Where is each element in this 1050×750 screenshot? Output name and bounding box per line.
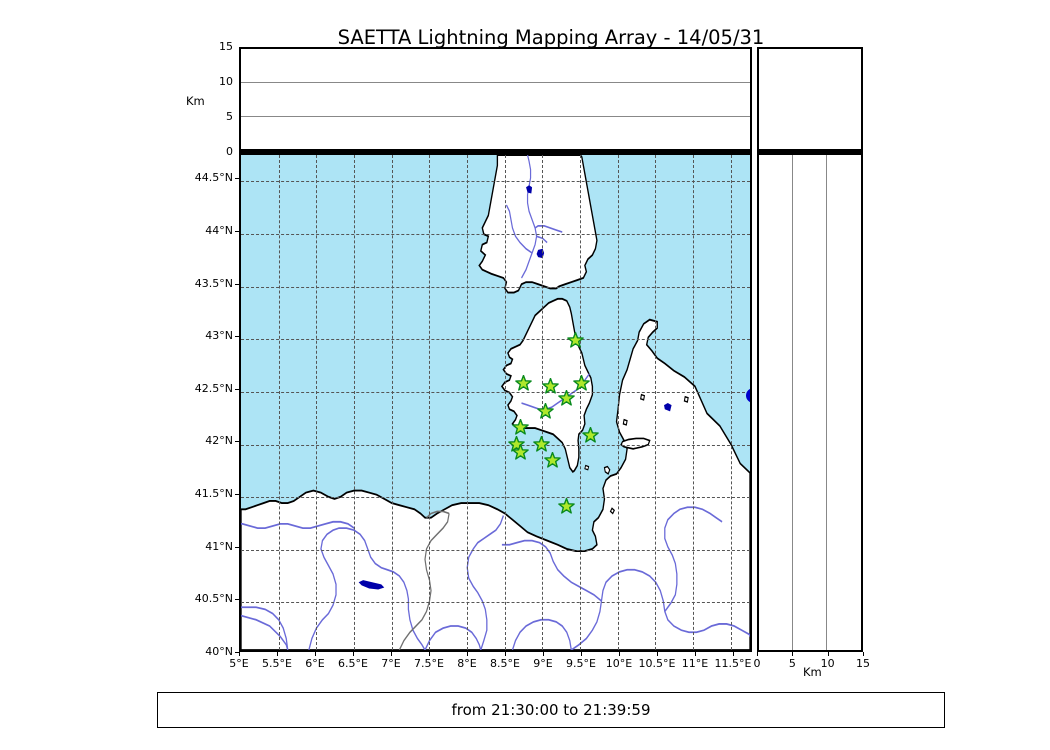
alt-right-tick-10: 10: [820, 657, 835, 670]
lon-tick-5°E: 5°E: [229, 657, 249, 670]
gridline-alt-10: [241, 82, 750, 84]
landmass-sardinia: [478, 155, 598, 294]
station-marker[interactable]: [537, 403, 555, 420]
alt-tick-5: 5: [226, 110, 233, 123]
lon-tick-11°E: 11°E: [681, 657, 709, 670]
axis-tick-mark: [581, 652, 582, 656]
landmass-giglio: [683, 395, 689, 403]
axis-tick-mark: [657, 652, 658, 656]
axis-tick-mark: [695, 652, 696, 656]
landmass-gorgona: [609, 507, 615, 515]
axis-tick-mark: [467, 652, 468, 656]
lon-tick-10.5°E: 10.5°E: [638, 657, 676, 670]
lat-tick-40°N: 40°N: [205, 645, 233, 658]
axis-tick-mark: [391, 652, 392, 656]
gridline-alt-right-5: [792, 155, 794, 650]
alt-right-tick-15: 15: [856, 657, 870, 670]
axis-tick-mark: [235, 441, 239, 442]
landmass-elba: [620, 437, 651, 450]
lat-tick-43.5°N: 43.5°N: [194, 276, 233, 290]
station-marker[interactable]: [533, 435, 551, 453]
alt-right-tick-0: 0: [753, 657, 761, 670]
axis-tick-mark: [235, 284, 239, 285]
axis-tick-mark: [757, 652, 758, 656]
lat-tick-43°N: 43°N: [205, 329, 233, 343]
altitude-histogram-corner-panel[interactable]: [757, 47, 863, 152]
lat-tick-41°N: 41°N: [205, 539, 233, 553]
station-marker[interactable]: [557, 498, 575, 515]
lon-tick-6°E: 6°E: [305, 657, 325, 670]
lon-tick-9.5°E: 9.5°E: [566, 657, 596, 670]
lon-tick-9°E: 9°E: [533, 657, 553, 670]
axis-tick-mark: [792, 652, 793, 656]
altitude-axis-label: Km: [186, 94, 205, 108]
lat-tick-41.5°N: 41.5°N: [194, 487, 233, 501]
landmass-capraia: [603, 465, 611, 475]
status-text: from 21:30:00 to 21:39:59: [451, 701, 651, 719]
lat-tick-44.5°N: 44.5°N: [194, 171, 233, 185]
axis-tick-mark: [235, 336, 239, 337]
axis-tick-mark: [235, 547, 239, 548]
alt-right-tick-5: 5: [788, 657, 796, 670]
axis-tick-mark: [353, 652, 354, 656]
landmass-montecristo: [640, 393, 646, 401]
axis-tick-mark: [277, 652, 278, 656]
station-marker[interactable]: [512, 444, 529, 461]
axis-tick-mark: [235, 599, 239, 600]
lon-tick-7°E: 7°E: [381, 657, 401, 670]
station-marker[interactable]: [567, 331, 584, 349]
gridline-alt-5: [241, 115, 750, 117]
lon-tick-10°E: 10°E: [605, 657, 633, 670]
altitude-vs-longitude-panel[interactable]: [239, 47, 752, 152]
gridline-alt-right-10: [825, 155, 827, 650]
lat-tick-40.5°N: 40.5°N: [194, 592, 233, 606]
station-marker[interactable]: [582, 426, 599, 444]
axis-tick-mark: [239, 652, 240, 656]
alt-tick-0: 0: [226, 145, 233, 158]
lon-tick-11.5°E: 11.5°E: [714, 657, 752, 670]
axis-tick-mark: [315, 652, 316, 656]
axis-tick-mark: [619, 652, 620, 656]
landmass-islet-north: [584, 464, 590, 471]
map-panel[interactable]: [239, 152, 752, 652]
station-marker[interactable]: [515, 374, 533, 392]
lat-tick-44°N: 44°N: [205, 223, 233, 237]
station-marker[interactable]: [573, 374, 590, 392]
axis-tick-mark: [429, 652, 430, 656]
status-bar: from 21:30:00 to 21:39:59: [157, 692, 945, 728]
alt-tick-15: 15: [219, 40, 233, 53]
lat-tick-42°N: 42°N: [205, 434, 233, 448]
markers-layer: [241, 155, 750, 650]
axis-tick-mark: [235, 231, 239, 232]
lon-tick-8.5°E: 8.5°E: [490, 657, 520, 670]
station-marker[interactable]: [508, 435, 526, 453]
page-title: SAETTA Lightning Mapping Array - 14/05/3…: [337, 26, 765, 49]
axis-tick-mark: [235, 494, 239, 495]
lakes-layer: [358, 185, 672, 590]
lightning-source-dot[interactable]: [745, 387, 750, 403]
rivers-layer: [241, 506, 750, 650]
alt-tick-10: 10: [219, 75, 233, 88]
landmass-pianosa: [622, 418, 628, 426]
station-marker[interactable]: [542, 378, 559, 395]
lat-tick-42.5°N: 42.5°N: [194, 381, 233, 395]
lon-tick-8°E: 8°E: [457, 657, 477, 670]
station-marker[interactable]: [512, 419, 529, 436]
axis-tick-mark: [543, 652, 544, 656]
station-marker[interactable]: [557, 389, 575, 407]
axis-tick-mark: [505, 652, 506, 656]
axis-tick-mark: [733, 652, 734, 656]
altitude-axis-label-right: Km: [803, 665, 822, 679]
axis-tick-mark: [235, 178, 239, 179]
latitude-vs-altitude-panel[interactable]: [757, 152, 863, 652]
lon-tick-6.5°E: 6.5°E: [338, 657, 368, 670]
axis-tick-mark: [863, 652, 864, 656]
lon-tick-5.5°E: 5.5°E: [262, 657, 292, 670]
axis-tick-mark: [235, 389, 239, 390]
station-marker[interactable]: [544, 451, 561, 469]
lon-tick-7.5°E: 7.5°E: [414, 657, 444, 670]
axis-tick-mark: [235, 652, 239, 653]
axis-tick-mark: [828, 652, 829, 656]
